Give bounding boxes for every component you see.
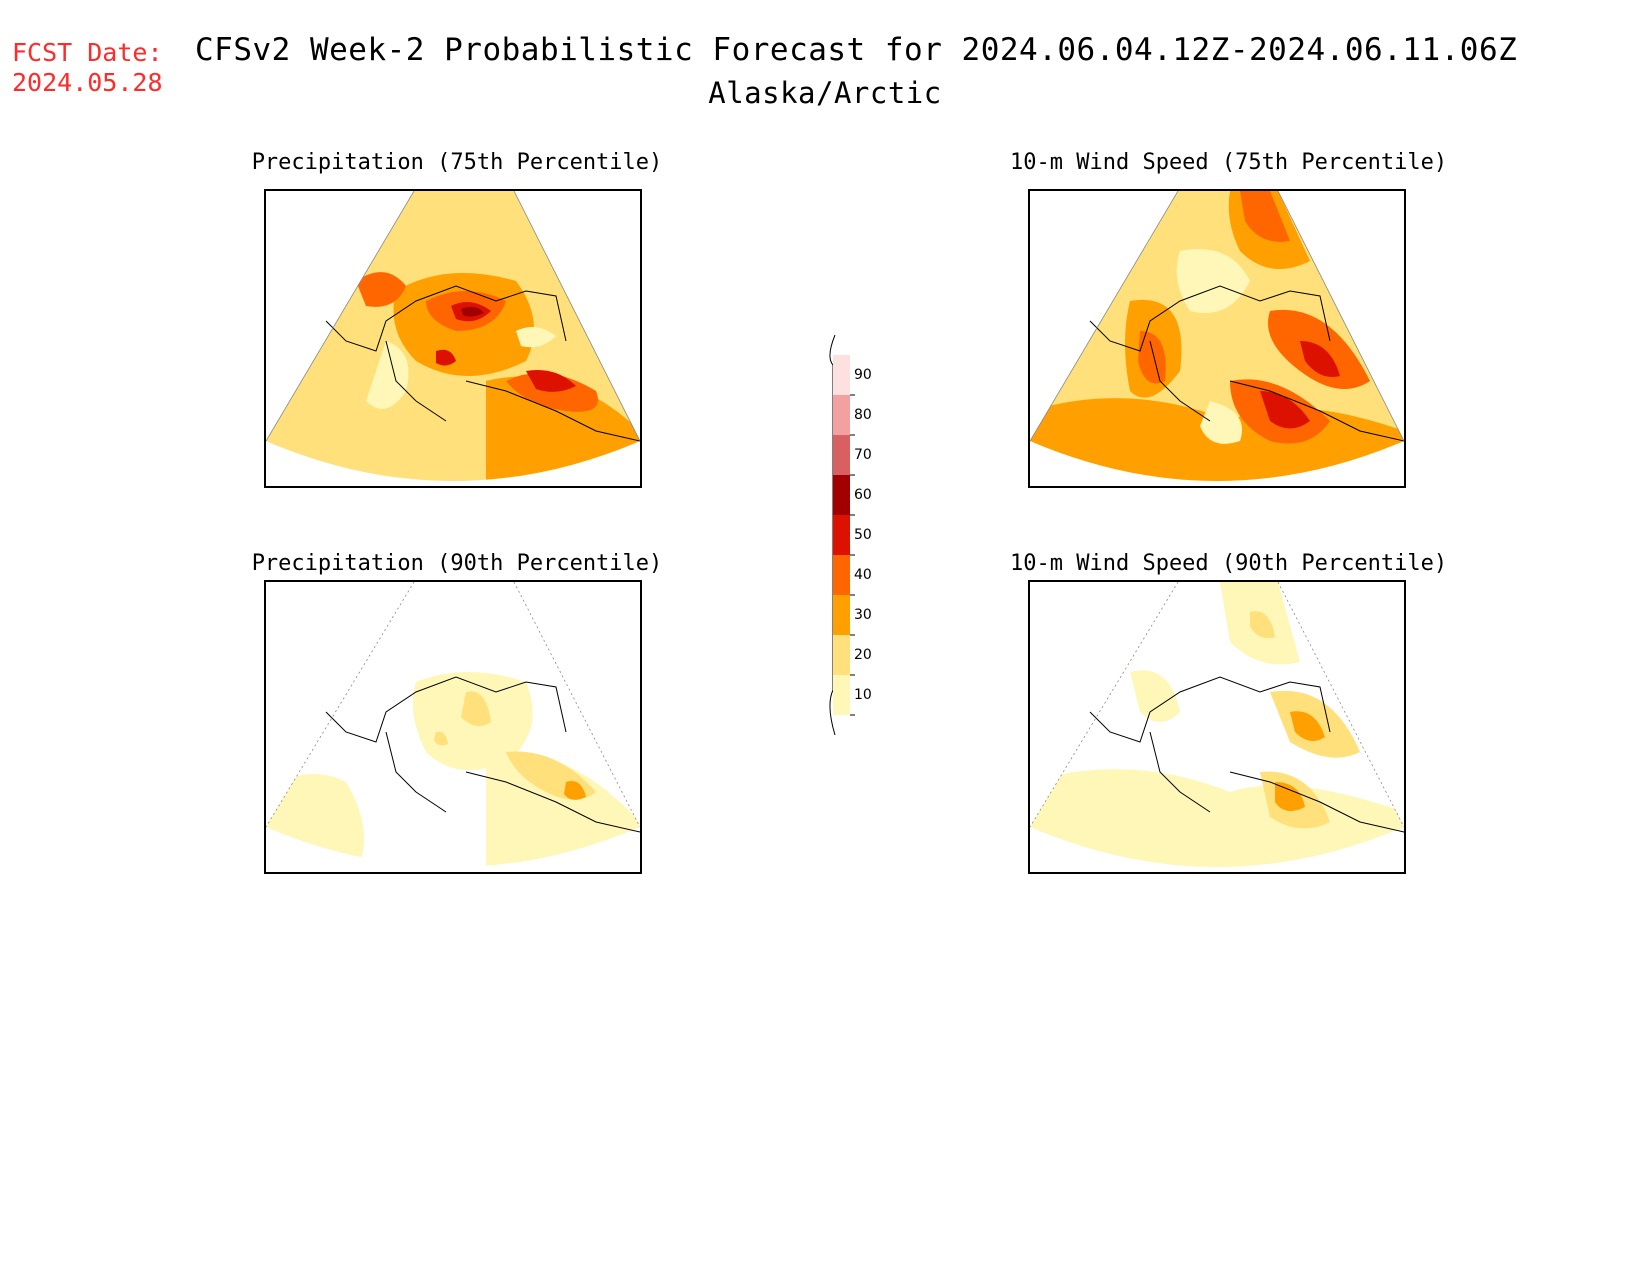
colorbar-label: 50 xyxy=(854,527,872,543)
panel-title-precip-90: Precipitation (90th Percentile) xyxy=(251,551,663,576)
colorbar-label: 80 xyxy=(854,407,872,423)
colorbar-label: 90 xyxy=(854,367,872,383)
panel-title-wind-90: 10-m Wind Speed (90th Percentile) xyxy=(1010,551,1448,576)
colorbar-label: 20 xyxy=(854,647,872,663)
colorbar-segment xyxy=(833,555,850,595)
colorbar-segment xyxy=(833,515,850,555)
panel-title-precip-75: Precipitation (75th Percentile) xyxy=(251,150,663,175)
figure-title: CFSv2 Week-2 Probabilistic Forecast for … xyxy=(195,32,1518,68)
panel-title-wind-75: 10-m Wind Speed (75th Percentile) xyxy=(1010,150,1448,175)
map-panel-precip-90 xyxy=(264,580,642,874)
colorbar-svg xyxy=(829,334,855,736)
colorbar-segment xyxy=(833,635,850,675)
colorbar-segment xyxy=(833,595,850,635)
colorbar-label: 30 xyxy=(854,607,872,623)
map-panel-wind-75 xyxy=(1028,189,1406,488)
colorbar-segment xyxy=(833,395,850,435)
map-precip-75 xyxy=(266,191,640,481)
forecast-date-label: FCST Date: 2024.05.28 xyxy=(12,38,163,98)
map-panel-precip-75 xyxy=(264,189,642,488)
colorbar xyxy=(820,334,900,736)
colorbar-label: 40 xyxy=(854,567,872,583)
fcst-date-value: 2024.05.28 xyxy=(12,68,163,97)
fcst-date-caption: FCST Date: xyxy=(12,38,163,67)
map-panel-wind-90 xyxy=(1028,580,1406,874)
map-precip-90 xyxy=(266,582,640,867)
colorbar-segment xyxy=(833,475,850,515)
figure-subtitle: Alaska/Arctic xyxy=(708,76,942,110)
map-wind-75 xyxy=(1030,191,1404,481)
map-wind-90 xyxy=(1030,582,1404,867)
colorbar-label: 70 xyxy=(854,447,872,463)
colorbar-label: 60 xyxy=(854,487,872,503)
colorbar-label: 10 xyxy=(854,687,872,703)
colorbar-segment xyxy=(833,435,850,475)
colorbar-segment xyxy=(833,355,850,395)
colorbar-segment xyxy=(833,675,850,715)
